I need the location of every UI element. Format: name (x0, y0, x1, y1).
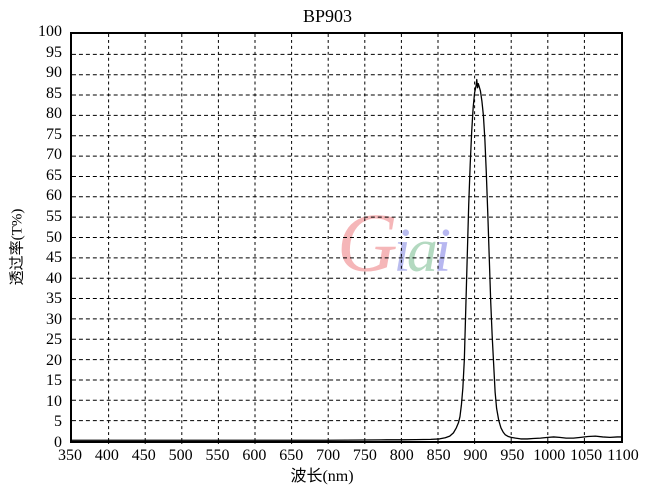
y-tick-label: 0 (54, 434, 62, 451)
y-tick-label: 15 (46, 372, 62, 390)
plot-area: Giai (70, 32, 623, 444)
x-tick-label: 450 (131, 447, 156, 464)
y-tick-label: 75 (46, 125, 62, 143)
y-tick-label: 90 (46, 64, 62, 82)
x-tick-label: 900 (463, 447, 488, 464)
y-tick-label: 10 (46, 392, 62, 410)
data-series-line (72, 78, 621, 441)
x-tick-label: 500 (168, 447, 193, 464)
y-tick-label: 45 (46, 249, 62, 267)
transmittance-curve-plot (72, 34, 621, 444)
x-tick-label: 1100 (607, 447, 639, 464)
y-tick-label: 60 (46, 187, 62, 205)
x-tick-label: 850 (426, 447, 451, 464)
y-tick-label: 95 (46, 43, 62, 61)
x-tick-label: 1000 (533, 447, 566, 464)
x-tick-label: 800 (389, 447, 414, 464)
y-tick-label: 80 (46, 105, 62, 123)
chart-title: BP903 (302, 6, 353, 26)
x-tick-label: 1050 (570, 447, 603, 464)
x-tick-label: 350 (58, 447, 82, 464)
y-tick-label: 65 (46, 166, 62, 184)
y-tick-label: 35 (46, 290, 62, 308)
x-tick-label: 700 (316, 447, 341, 464)
y-tick-label: 5 (54, 413, 62, 431)
x-tick-label: 650 (279, 447, 304, 464)
x-tick-label: 550 (205, 447, 230, 464)
y-tick-label: 50 (46, 228, 62, 246)
y-tick-label: 70 (46, 146, 62, 164)
x-tick-label: 950 (500, 447, 525, 464)
y-tick-label: 25 (46, 331, 62, 349)
x-axis-title: 波长(nm) (290, 468, 354, 485)
y-tick-label: 40 (46, 269, 62, 287)
x-tick-label: 400 (94, 447, 119, 464)
x-tick-label: 600 (242, 447, 267, 464)
x-tick-label: 750 (352, 447, 377, 464)
y-tick-label: 55 (46, 207, 62, 225)
y-tick-label: 30 (46, 310, 62, 328)
y-tick-label: 100 (38, 23, 62, 40)
y-tick-label: 20 (46, 351, 62, 369)
y-tick-label: 85 (46, 84, 62, 102)
